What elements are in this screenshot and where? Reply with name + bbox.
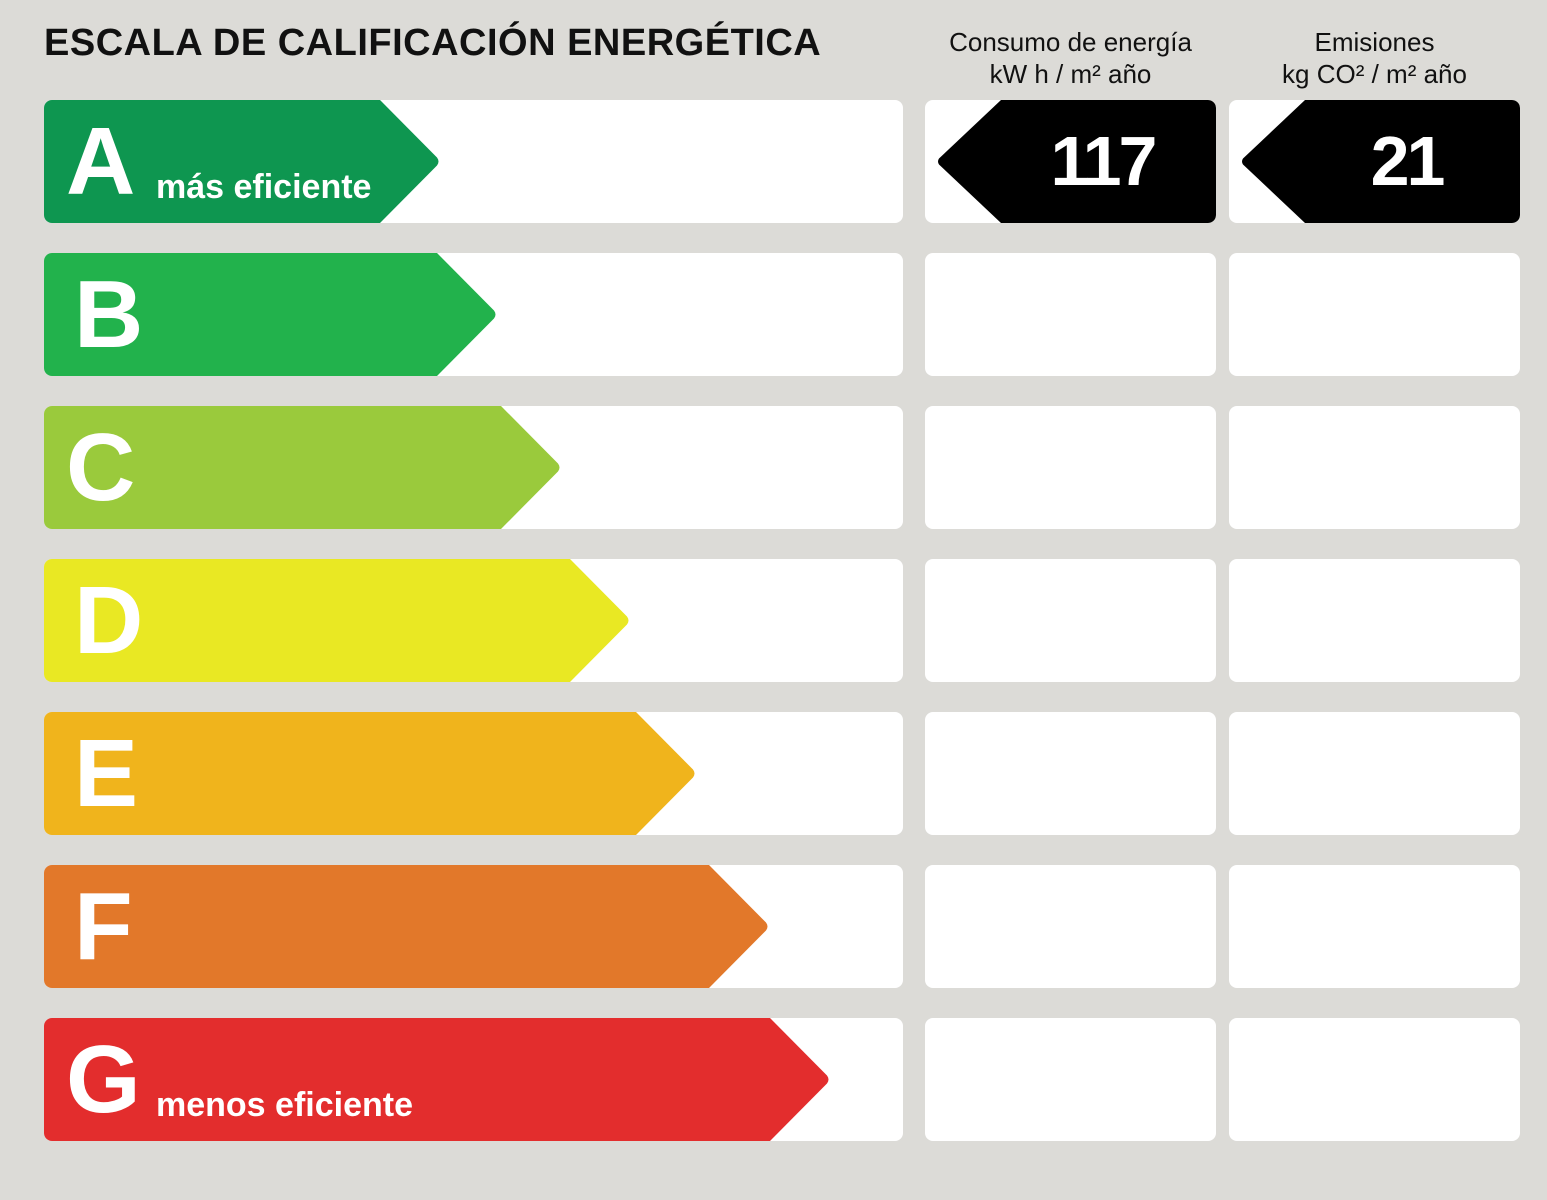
rating-arrow-c	[44, 406, 560, 529]
energy-value-box-e	[925, 712, 1216, 835]
rating-row-d: D	[44, 559, 903, 682]
emissions-column-header: Emisiones kg CO² / m² año	[1229, 26, 1520, 90]
rating-row-f: F	[44, 865, 903, 988]
energy-header-units: kW h / m² año	[989, 59, 1152, 89]
emissions-indicator-arrow	[1242, 100, 1520, 223]
rating-letter: F	[74, 873, 133, 980]
page-title: ESCALA DE CALIFICACIÓN ENERGÉTICA	[44, 22, 822, 64]
emissions-value: 21	[1370, 122, 1446, 200]
energy-value-box-f	[925, 865, 1216, 988]
energy-column-header: Consumo de energía kW h / m² año	[925, 26, 1216, 90]
emissions-value-box-g	[1229, 1018, 1520, 1141]
rating-letter: G	[66, 1026, 141, 1133]
emissions-value-box-a: 21	[1229, 100, 1520, 223]
emissions-header-line1: Emisiones	[1314, 27, 1435, 57]
rating-row-c: C	[44, 406, 903, 529]
rating-sublabel: más eficiente	[156, 168, 372, 206]
emissions-value-box-b	[1229, 253, 1520, 376]
energy-value-box-g	[925, 1018, 1216, 1141]
emissions-value-box-e	[1229, 712, 1520, 835]
rating-arrow-d	[44, 559, 629, 682]
rating-row-e: E	[44, 712, 903, 835]
rating-arrow-f	[44, 865, 768, 988]
energy-indicator-arrow	[938, 100, 1216, 223]
rating-letter: A	[66, 108, 136, 215]
energy-value-box-a: 117	[925, 100, 1216, 223]
rating-arrow-a	[44, 100, 439, 223]
emissions-value-box-d	[1229, 559, 1520, 682]
energy-value: 117	[1050, 122, 1158, 200]
energy-value-box-d	[925, 559, 1216, 682]
rating-letter: C	[66, 414, 136, 521]
energy-value-box-b	[925, 253, 1216, 376]
rating-arrow-b	[44, 253, 496, 376]
rating-letter: E	[74, 720, 139, 827]
rating-arrow-g	[44, 1018, 829, 1141]
rating-arrow-e	[44, 712, 695, 835]
emissions-header-units: kg CO² / m² año	[1282, 59, 1467, 89]
energy-value-box-c	[925, 406, 1216, 529]
rating-row-b: B	[44, 253, 903, 376]
rating-letter: D	[74, 567, 144, 674]
rating-sublabel: menos eficiente	[156, 1086, 413, 1124]
rating-letter: B	[74, 261, 144, 368]
emissions-value-box-c	[1229, 406, 1520, 529]
energy-header-line1: Consumo de energía	[949, 27, 1192, 57]
emissions-value-box-f	[1229, 865, 1520, 988]
